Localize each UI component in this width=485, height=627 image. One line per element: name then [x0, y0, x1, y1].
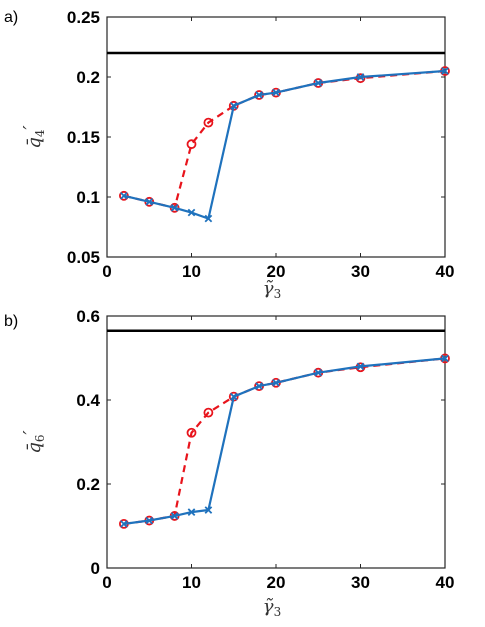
dashed-series-line — [123, 357, 446, 525]
x-tick-label: 20 — [267, 262, 286, 281]
x-axis-label-subscript: 3 — [274, 605, 282, 619]
cross-marker — [120, 520, 128, 528]
x-tick-label: 30 — [351, 262, 370, 281]
x-tick-label: 30 — [351, 573, 370, 592]
x-tick-label: 40 — [436, 573, 455, 592]
panel-label: a) — [4, 9, 18, 26]
cross-marker — [187, 208, 196, 217]
cross-marker — [356, 362, 365, 371]
x-axis-label: γ̃3 — [263, 278, 281, 301]
x-tick-label: 0 — [102, 262, 111, 281]
cross-marker — [441, 67, 449, 75]
cross-marker — [255, 91, 263, 99]
cross-marker — [255, 382, 263, 390]
panel-b: 0 10 20 30 40 0 0.2 0.4 0.6 b) γ̃3 q̄6′ — [4, 307, 454, 619]
y-tick-label: 0.05 — [67, 248, 100, 267]
y-axis-label-subscript: 6 — [33, 434, 47, 442]
x-tick-label: 0 — [102, 573, 111, 592]
cross-marker — [120, 191, 128, 200]
cross-marker — [356, 73, 365, 81]
circle-marker — [186, 427, 197, 438]
y-tick-label: 0.15 — [67, 128, 100, 147]
y-axis-label: q̄6′ — [20, 430, 47, 453]
cross-marker — [170, 512, 179, 520]
x-tick-label: 10 — [182, 573, 201, 592]
circle-marker — [203, 117, 214, 128]
y-axis-label: q̄4′ — [20, 125, 47, 148]
panel-label: b) — [4, 313, 18, 330]
cross-marker — [170, 203, 179, 212]
cross-marker — [314, 79, 323, 87]
x-tick-label: 40 — [436, 262, 455, 281]
x-axis-label-subscript: 3 — [274, 287, 282, 301]
y-tick-label: 0.25 — [67, 8, 100, 27]
cross-marker — [272, 378, 280, 387]
solid-series-line — [123, 357, 446, 525]
cross-marker — [187, 508, 196, 516]
panel-a: 0 10 20 30 40 0.05 0.1 0.15 0.2 0.25 a) γ̃3 q̄4′ — [4, 8, 454, 301]
y-tick-label: 0.2 — [76, 68, 100, 87]
plot-frame — [106, 315, 446, 569]
x-axis-label: γ̃3 — [263, 596, 281, 619]
solid-series-line — [123, 69, 446, 221]
y-axis-label-prime: ′ — [20, 125, 41, 129]
y-tick-label: 0 — [91, 559, 100, 578]
cross-marker — [145, 197, 154, 206]
cross-marker — [204, 214, 213, 223]
y-tick-label: 0.1 — [76, 188, 100, 207]
x-tick-label: 10 — [182, 262, 201, 281]
cross-marker — [314, 368, 323, 377]
circle-marker — [203, 407, 214, 418]
cross-marker — [272, 88, 280, 97]
cross-marker — [229, 101, 238, 110]
circle-marker — [186, 139, 197, 150]
cross-marker — [145, 516, 154, 525]
y-axis-label-subscript: 4 — [33, 129, 47, 137]
cross-marker — [204, 506, 213, 514]
x-tick-label: 20 — [267, 573, 286, 592]
y-tick-label: 0.2 — [76, 475, 100, 494]
y-tick-label: 0.6 — [76, 307, 100, 326]
y-tick-label: 0.4 — [76, 391, 100, 410]
cross-marker — [229, 392, 238, 401]
y-axis-label-prime: ′ — [20, 430, 41, 434]
cross-marker — [441, 354, 449, 363]
